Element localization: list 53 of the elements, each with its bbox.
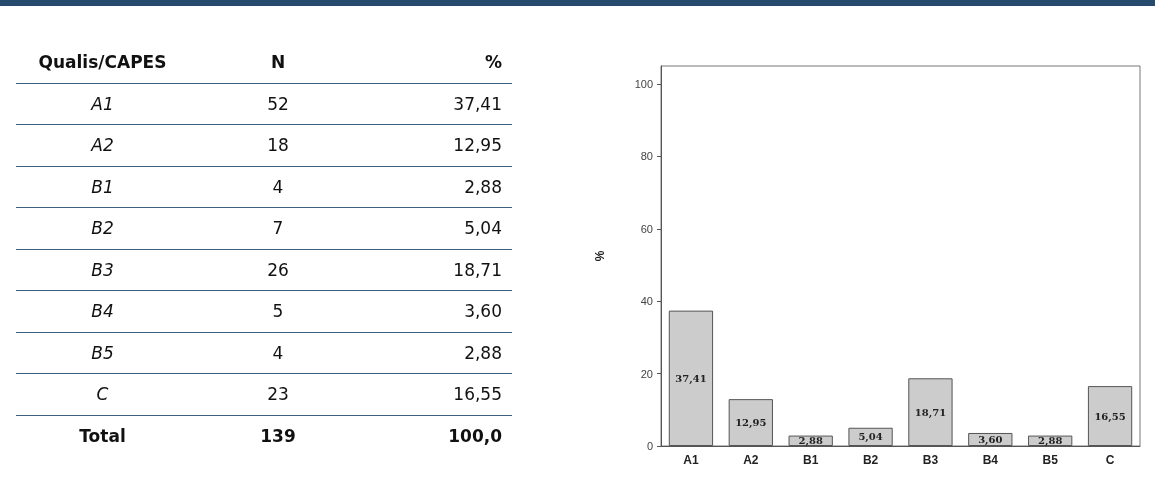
y-tick-label: 20 [640, 367, 653, 380]
text: % [367, 42, 512, 83]
y-tick-label: 60 [640, 222, 653, 235]
text: 4 [189, 332, 367, 374]
data-label: 16,55 [1094, 410, 1126, 423]
text: 5 [189, 290, 367, 332]
text: B2 [16, 207, 189, 249]
text: 5,04 [367, 207, 512, 249]
data-label: 3,60 [978, 433, 1003, 446]
x-tick-label: B4 [982, 453, 999, 467]
text: 16,55 [367, 373, 512, 415]
x-tick-label: B2 [862, 453, 879, 467]
text: 100,0 [447, 424, 503, 448]
text: 12,95 [367, 124, 512, 166]
text: N [189, 42, 367, 83]
text: C [16, 373, 189, 415]
text: 37,41 [367, 83, 512, 125]
data-label: 37,41 [675, 372, 707, 385]
x-tick-label: B1 [803, 453, 819, 467]
x-tick-label: A2 [743, 453, 759, 467]
text: 2,88 [367, 332, 512, 374]
text: B4 [16, 290, 189, 332]
x-tick-label: C [1105, 453, 1115, 467]
x-tick-label: A1 [683, 453, 699, 467]
text: 2,88 [367, 166, 512, 208]
y-tick-label: 0 [646, 440, 653, 452]
text: 139 [259, 424, 297, 448]
text: 3,60 [367, 290, 512, 332]
text: 52 [189, 83, 367, 125]
y-axis-title: % [593, 250, 607, 262]
text: 18 [189, 124, 367, 166]
text: B1 [16, 166, 189, 208]
y-tick-label: 100 [634, 78, 653, 91]
text: 4 [189, 166, 367, 208]
text: 23 [189, 373, 367, 415]
text: A2 [16, 124, 189, 166]
data-label: 12,95 [735, 417, 767, 430]
text: 26 [189, 249, 367, 291]
x-tick-label: B3 [922, 453, 939, 467]
data-label: 18,71 [914, 406, 947, 419]
text: Total [78, 424, 127, 448]
text: 18,71 [367, 249, 512, 291]
data-label: 2,88 [1038, 435, 1063, 448]
text: 7 [189, 207, 367, 249]
text: B3 [16, 249, 189, 291]
y-tick-label: 80 [640, 150, 653, 163]
data-label: 5,04 [858, 431, 883, 444]
text: A1 [16, 83, 189, 125]
x-tick-label: B5 [1042, 453, 1059, 467]
text: Qualis/CAPES [16, 42, 189, 83]
y-tick-label: 40 [640, 295, 653, 308]
text: B5 [16, 332, 189, 374]
data-label: 2,88 [798, 435, 823, 448]
